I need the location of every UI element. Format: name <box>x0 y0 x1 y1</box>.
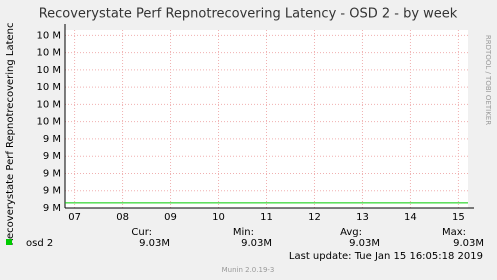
side-label: RRDTOOL / TOBI OETIKER <box>484 35 492 125</box>
stat-label: Avg: <box>340 227 362 238</box>
stat-label: Min: <box>233 227 254 238</box>
plot-area <box>65 30 468 208</box>
footer: Munin 2.0.19-3 <box>222 266 275 274</box>
y-tick-label: 10 M <box>36 99 61 110</box>
x-tick-label: 09 <box>164 212 177 223</box>
y-tick-label: 10 M <box>36 30 61 41</box>
x-tick-label: 11 <box>260 212 273 223</box>
y-tick-label: 9 M <box>43 168 61 179</box>
y-tick-label: 10 M <box>36 65 61 76</box>
legend-swatch <box>6 239 12 245</box>
legend-label: osd 2 <box>26 238 53 249</box>
y-tick-label: 9 M <box>43 186 61 197</box>
last-update: Last update: Tue Jan 15 16:05:18 2019 <box>289 251 483 262</box>
x-tick-label: 14 <box>404 212 417 223</box>
x-tick-label: 13 <box>356 212 369 223</box>
x-tick-label: 15 <box>452 212 465 223</box>
y-tick-label: 9 M <box>43 134 61 145</box>
y-tick-label: 10 M <box>36 82 61 93</box>
stat-value: 9.03M <box>241 238 272 249</box>
x-tick-label: 12 <box>308 212 321 223</box>
y-tick-label: 10 M <box>36 48 61 59</box>
stat-value: 9.03M <box>139 238 170 249</box>
y-tick-label: 9 M <box>43 151 61 162</box>
y-tick-label: 10 M <box>36 117 61 128</box>
x-tick-label: 08 <box>116 212 129 223</box>
stat-value: 9.03M <box>349 238 380 249</box>
x-tick-label: 10 <box>212 212 225 223</box>
stat-label: Cur: <box>131 227 152 238</box>
y-axis-label: Recoverystate Perf Repnotrecovering Late… <box>5 23 16 246</box>
y-tick-label: 9 M <box>43 203 61 214</box>
stat-label: Max: <box>442 227 466 238</box>
x-tick-label: 07 <box>68 212 81 223</box>
stat-value: 9.03M <box>453 238 484 249</box>
chart-title: Recoverystate Perf Repnotrecovering Late… <box>39 7 458 22</box>
